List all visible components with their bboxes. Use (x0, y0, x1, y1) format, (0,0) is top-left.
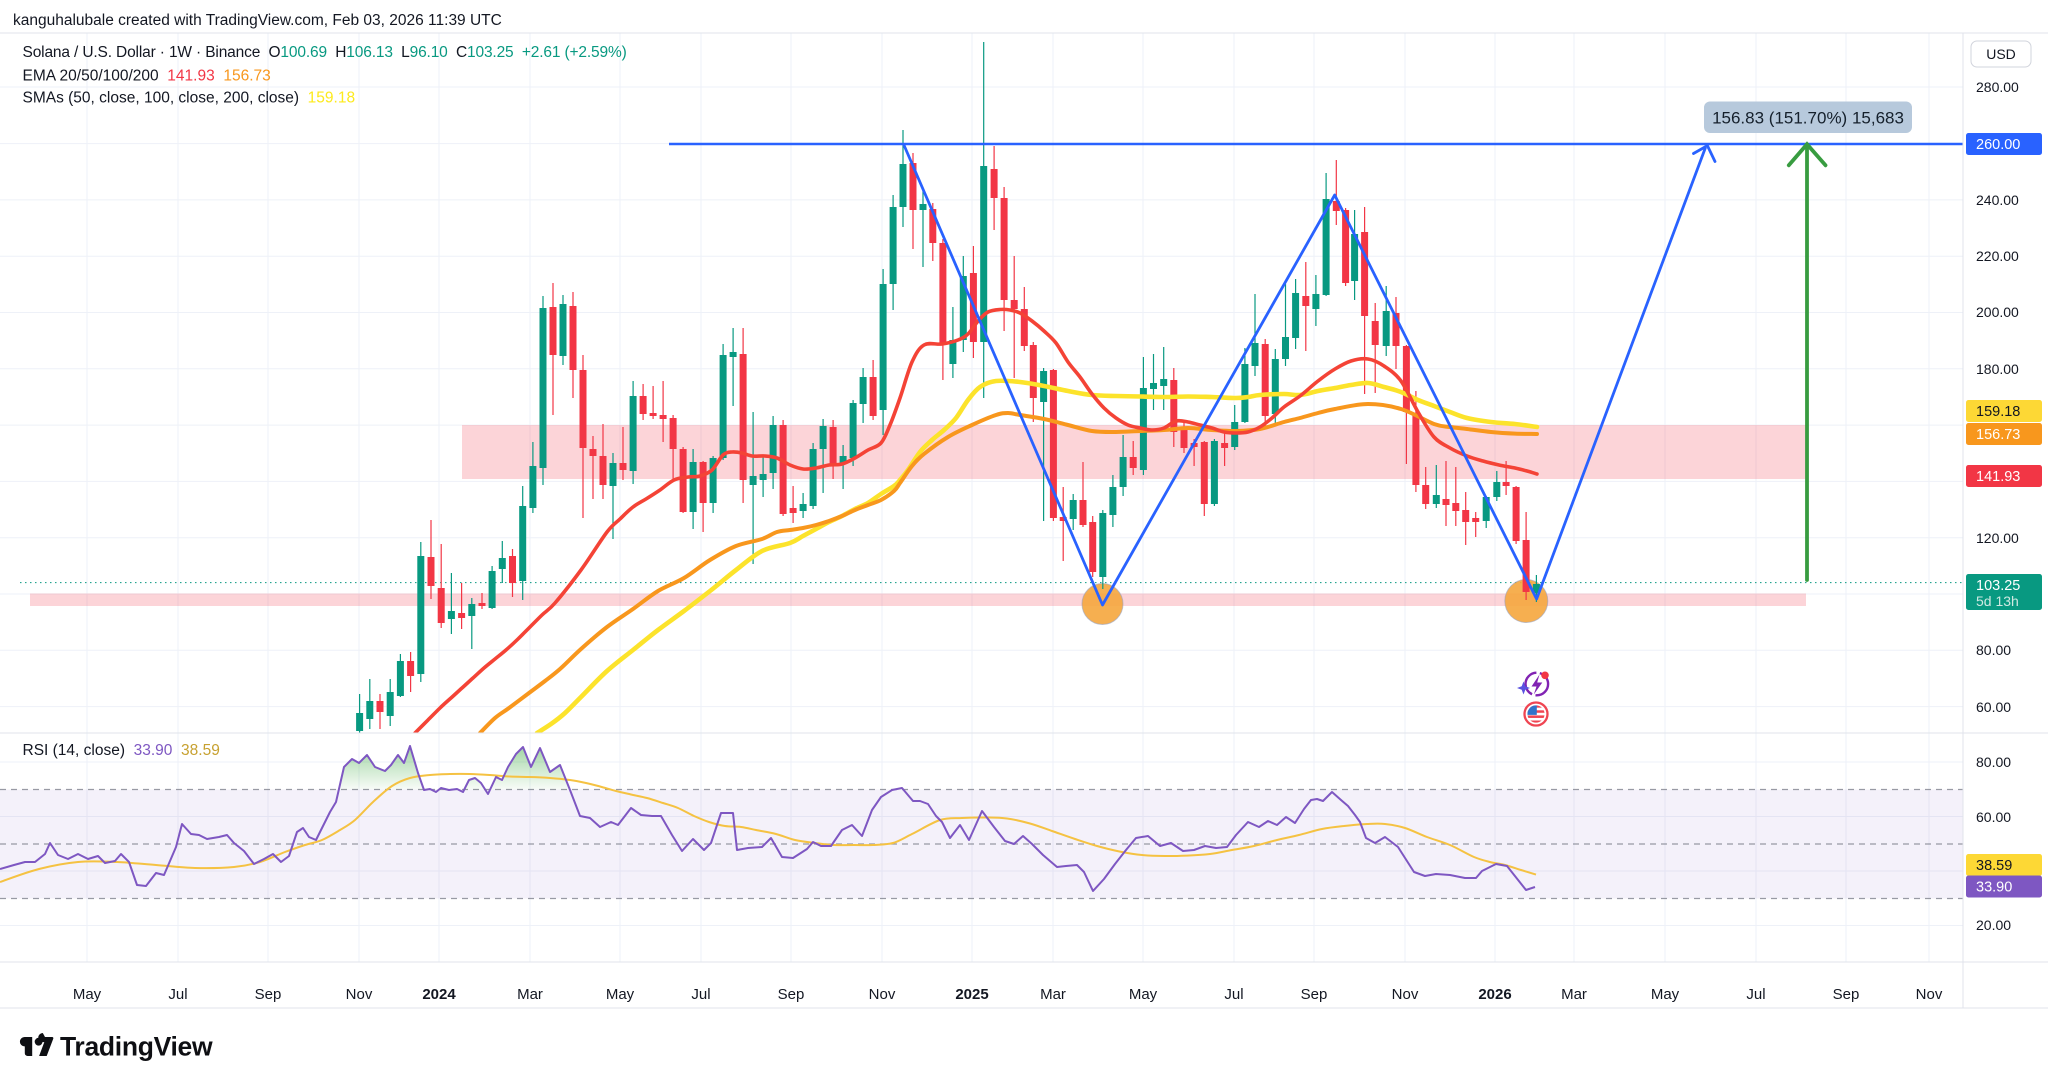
svg-text:60.00: 60.00 (1976, 699, 2011, 715)
svg-text:Jul: Jul (1224, 986, 1243, 1003)
svg-text:Mar: Mar (1561, 986, 1587, 1003)
svg-text:156.73: 156.73 (1976, 427, 2020, 443)
svg-text:220.00: 220.00 (1976, 248, 2019, 264)
svg-text:2024: 2024 (422, 986, 456, 1003)
svg-text:38.59: 38.59 (1976, 858, 2012, 874)
svg-text:EMA 20/50/100/200 141.93 156: EMA 20/50/100/200 141.93 156.73 (23, 68, 271, 85)
svg-text:Mar: Mar (517, 986, 543, 1003)
svg-text:156.83 (151.70%) 15,683: 156.83 (151.70%) 15,683 (1712, 109, 1904, 128)
svg-text:80.00: 80.00 (1976, 754, 2011, 770)
svg-text:Sep: Sep (255, 986, 282, 1003)
svg-text:240.00: 240.00 (1976, 192, 2019, 208)
svg-text:Jul: Jul (691, 986, 710, 1003)
svg-text:Nov: Nov (869, 986, 896, 1003)
svg-text:RSI (14, close) 33.90 38.59: RSI (14, close) 33.90 38.59 (23, 742, 220, 759)
svg-text:60.00: 60.00 (1976, 809, 2011, 825)
svg-text:33.90: 33.90 (1976, 880, 2012, 896)
svg-text:May: May (73, 986, 102, 1003)
svg-text:Solana / U.S. Dollar · 1W · Bi: Solana / U.S. Dollar · 1W · Binance O100… (23, 44, 627, 61)
svg-text:USD: USD (1986, 46, 2016, 62)
svg-text:kanguhalubale created with Tra: kanguhalubale created with TradingView.c… (13, 12, 502, 29)
svg-text:5d 13h: 5d 13h (1976, 593, 2019, 609)
svg-text:2025: 2025 (955, 986, 988, 1003)
svg-text:Nov: Nov (346, 986, 373, 1003)
svg-text:May: May (1129, 986, 1158, 1003)
svg-text:103.25: 103.25 (1976, 578, 2020, 594)
svg-text:120.00: 120.00 (1976, 530, 2019, 546)
svg-text:Sep: Sep (1301, 986, 1328, 1003)
svg-text:Jul: Jul (1746, 986, 1765, 1003)
svg-text:20.00: 20.00 (1976, 917, 2011, 933)
svg-text:159.18: 159.18 (1976, 404, 2020, 420)
svg-text:Nov: Nov (1392, 986, 1419, 1003)
svg-text:260.00: 260.00 (1976, 137, 2020, 153)
svg-text:141.93: 141.93 (1976, 469, 2020, 485)
svg-text:SMAs (50, close, 100, close, 2: SMAs (50, close, 100, close, 200, close)… (23, 90, 356, 107)
svg-text:TradingView: TradingView (60, 1032, 213, 1062)
svg-text:200.00: 200.00 (1976, 304, 2019, 320)
svg-text:Sep: Sep (1833, 986, 1860, 1003)
svg-text:Nov: Nov (1916, 986, 1943, 1003)
svg-text:Mar: Mar (1040, 986, 1066, 1003)
svg-text:Jul: Jul (168, 986, 187, 1003)
svg-text:80.00: 80.00 (1976, 642, 2011, 658)
svg-text:180.00: 180.00 (1976, 361, 2019, 377)
svg-text:Sep: Sep (778, 986, 805, 1003)
svg-text:280.00: 280.00 (1976, 79, 2019, 95)
svg-text:May: May (1651, 986, 1680, 1003)
svg-text:May: May (606, 986, 635, 1003)
svg-text:2026: 2026 (1478, 986, 1511, 1003)
